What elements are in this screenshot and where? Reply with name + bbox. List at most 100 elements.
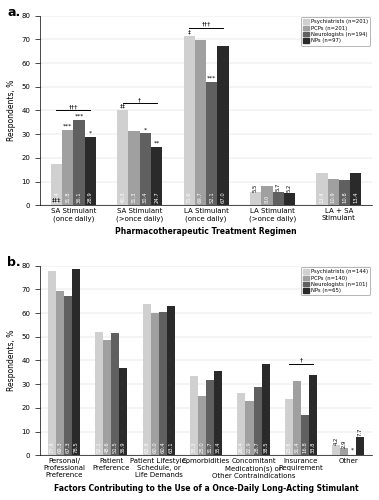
Bar [301, 416, 309, 455]
Text: 8.0: 8.0 [265, 194, 269, 203]
Text: 31.3: 31.3 [132, 192, 137, 203]
Text: †: † [138, 98, 141, 102]
Bar [340, 448, 348, 455]
Bar [237, 392, 246, 455]
Text: 33.8: 33.8 [310, 442, 316, 453]
Bar [206, 380, 214, 455]
Text: 36.1: 36.1 [77, 192, 81, 203]
Bar [103, 340, 111, 455]
Bar [111, 333, 119, 455]
Bar [51, 164, 62, 205]
Bar [339, 180, 350, 205]
Bar [218, 46, 229, 205]
Text: 26.4: 26.4 [239, 441, 244, 453]
Text: 48.6: 48.6 [105, 441, 110, 453]
Legend: Psychiatrists (n=201), PCPs (n=201), Neurologists (n=194), NPs (n=97): Psychiatrists (n=201), PCPs (n=201), Neu… [301, 18, 370, 46]
Text: †††: ††† [202, 22, 211, 26]
Text: 63.9: 63.9 [144, 441, 149, 453]
Text: 7.7: 7.7 [358, 428, 363, 436]
Text: 60.4: 60.4 [160, 441, 165, 453]
Bar [62, 130, 74, 205]
Bar [167, 306, 175, 455]
X-axis label: Factors Contributing to the Use of a Once-Daily Long-Acting Stimulant: Factors Contributing to the Use of a Onc… [54, 484, 359, 493]
Bar [151, 313, 159, 455]
Text: 2.9: 2.9 [342, 440, 347, 448]
Bar [48, 271, 56, 455]
Bar [195, 40, 206, 205]
Text: 10.9: 10.9 [331, 191, 336, 203]
Text: 51.5: 51.5 [113, 441, 118, 453]
Text: b.: b. [7, 256, 21, 269]
Text: ‡: ‡ [188, 30, 191, 35]
Bar [151, 146, 162, 205]
Bar [117, 110, 128, 205]
Text: 33.3: 33.3 [191, 442, 197, 453]
Bar [64, 296, 72, 455]
Bar [159, 312, 167, 455]
Bar [183, 36, 195, 205]
Bar [85, 137, 96, 205]
Text: 16.8: 16.8 [302, 441, 307, 453]
Text: ‡‡‡: ‡‡‡ [52, 198, 61, 203]
Text: 67.3: 67.3 [66, 441, 70, 453]
Bar [214, 372, 222, 455]
Bar [56, 291, 64, 455]
Text: *: * [89, 131, 92, 136]
Bar [143, 304, 151, 455]
Text: †: † [299, 358, 302, 363]
Bar [74, 120, 85, 205]
Text: 38.5: 38.5 [263, 441, 268, 453]
Text: 31.4: 31.4 [294, 441, 299, 453]
Text: 78.5: 78.5 [74, 441, 78, 453]
Bar [356, 437, 365, 455]
Text: 31.8: 31.8 [65, 192, 70, 203]
Text: 5.7: 5.7 [276, 182, 280, 191]
Bar [95, 332, 103, 455]
Text: 28.7: 28.7 [255, 441, 260, 453]
Text: 35.4: 35.4 [216, 441, 221, 453]
Bar [250, 192, 261, 205]
Text: 52.1: 52.1 [209, 191, 214, 203]
Text: 40.3: 40.3 [121, 192, 125, 203]
Text: 63.1: 63.1 [168, 441, 173, 453]
Text: 24.7: 24.7 [154, 191, 159, 203]
Y-axis label: Respondents, %: Respondents, % [7, 80, 16, 141]
Bar [140, 133, 151, 205]
Text: 69.7: 69.7 [198, 191, 203, 203]
Text: 31.7: 31.7 [208, 441, 213, 453]
Bar [293, 381, 301, 455]
Bar [119, 368, 127, 455]
X-axis label: Pharmacotherapeutic Treatment Regimen: Pharmacotherapeutic Treatment Regimen [115, 227, 297, 236]
Bar [332, 446, 340, 455]
Text: ***: *** [207, 76, 216, 81]
Text: a.: a. [7, 6, 20, 19]
Bar [285, 400, 293, 455]
Text: 30.4: 30.4 [143, 192, 148, 203]
Text: 23.6: 23.6 [287, 441, 291, 453]
Bar [190, 376, 198, 455]
Text: 67.0: 67.0 [221, 191, 226, 203]
Text: *: * [351, 448, 354, 453]
Bar [309, 375, 317, 455]
Text: **: ** [153, 141, 160, 146]
Text: 69.3: 69.3 [57, 441, 63, 453]
Text: ‡‡: ‡‡ [120, 104, 126, 109]
Y-axis label: Respondents, %: Respondents, % [7, 330, 16, 391]
Bar [254, 387, 262, 455]
Bar [273, 192, 284, 205]
Text: 36.9: 36.9 [121, 441, 126, 453]
Text: 10.8: 10.8 [342, 191, 347, 203]
Text: 77.8: 77.8 [49, 441, 54, 453]
Text: ***: *** [63, 124, 72, 129]
Text: 28.9: 28.9 [88, 191, 93, 203]
Text: 71.6: 71.6 [187, 191, 192, 203]
Text: 25.0: 25.0 [200, 441, 205, 453]
Bar [350, 174, 362, 205]
Bar [206, 82, 218, 205]
Text: 60.0: 60.0 [152, 441, 157, 453]
Text: 4.2: 4.2 [334, 436, 339, 444]
Text: 22.9: 22.9 [247, 441, 252, 453]
Bar [261, 186, 273, 205]
Bar [128, 131, 140, 205]
Bar [316, 174, 327, 205]
